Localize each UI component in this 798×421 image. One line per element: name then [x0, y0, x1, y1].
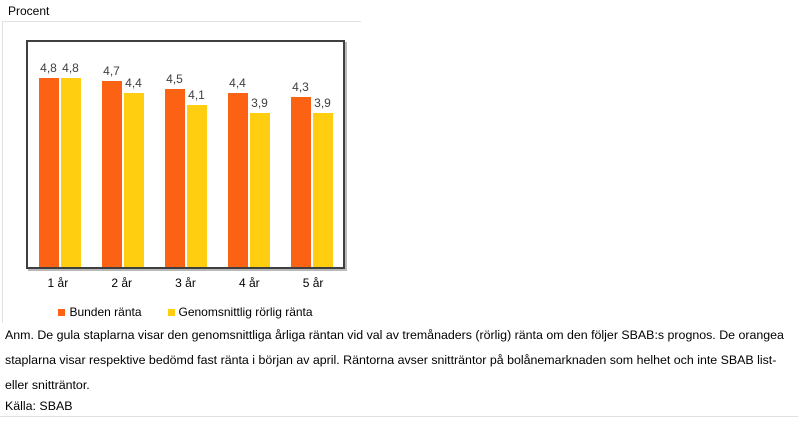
bar-group: 4,5 4,1 [154, 42, 217, 267]
legend-label: Genomsnittlig rörlig ränta [178, 305, 313, 319]
bar-bunden-ränta: 4,8 [38, 61, 59, 267]
x-axis-label: 4 år [238, 276, 260, 290]
plot-area: 4,8 4,8 4,7 4,4 4,5 4,1 4,4 3,9 4,3 3,9 [26, 40, 345, 269]
bar-value-label: 4,5 [166, 72, 183, 87]
x-axis-label: 5 år [302, 276, 324, 290]
bar-group: 4,8 4,8 [28, 42, 91, 267]
bar-bunden-ränta: 4,3 [290, 80, 311, 267]
bar-group: 4,7 4,4 [91, 42, 154, 267]
bar-value-label: 4,4 [125, 76, 142, 91]
legend-label: Bunden ränta [69, 305, 142, 319]
legend-swatch-icon [58, 308, 66, 316]
x-axis-labels: 1 år 2 år 3 år 4 år 5 år [26, 276, 345, 290]
bar-value-label: 4,8 [40, 60, 57, 75]
bar-value-label: 4,1 [188, 88, 205, 103]
x-axis-label: 2 år [111, 276, 133, 290]
bar-value-label: 4,3 [292, 80, 309, 95]
source-text: Källa: SBAB [5, 399, 73, 413]
bar-genomsnittlig-rörlig-ränta: 3,9 [249, 96, 270, 267]
chart-title: Procent [8, 4, 50, 18]
note-text: Anm. De gula staplarna visar den genomsn… [5, 328, 784, 392]
bar-value-label: 3,9 [314, 96, 331, 111]
bar-bunden-ränta: 4,4 [227, 76, 248, 267]
bar-genomsnittlig-rörlig-ränta: 4,4 [123, 76, 144, 267]
x-axis-label: 1 år [47, 276, 69, 290]
report-page: Procent 4,8 4,8 4,7 4,4 4,5 4,1 4,4 3,9 4,3 3,9 1… [0, 4, 798, 417]
bar-group: 4,4 3,9 [217, 42, 280, 267]
legend: Bunden ränta Genomsnittlig rörlig ränta [26, 305, 345, 319]
bar-bunden-ränta: 4,7 [101, 64, 122, 267]
bar-genomsnittlig-rörlig-ränta: 4,8 [60, 61, 81, 267]
bar-value-label: 4,8 [62, 60, 79, 75]
legend-swatch-icon [167, 308, 175, 316]
bar-value-label: 3,9 [251, 96, 268, 111]
bar-value-label: 4,7 [103, 64, 120, 79]
legend-item-bunden-ränta: Bunden ränta [58, 305, 142, 319]
bar-group: 4,3 3,9 [280, 42, 343, 267]
bar-bunden-ränta: 4,5 [164, 72, 185, 267]
bar-genomsnittlig-rörlig-ränta: 4,1 [186, 88, 207, 267]
legend-item-genomsnittlig-rörlig-ränta: Genomsnittlig rörlig ränta [167, 305, 313, 319]
x-axis-label: 3 år [175, 276, 196, 290]
bar-value-label: 4,4 [229, 76, 246, 91]
bar-genomsnittlig-rörlig-ränta: 3,9 [312, 96, 333, 267]
chart-widget: 4,8 4,8 4,7 4,4 4,5 4,1 4,4 3,9 4,3 3,9 1 år 2 år 3… [2, 21, 361, 323]
